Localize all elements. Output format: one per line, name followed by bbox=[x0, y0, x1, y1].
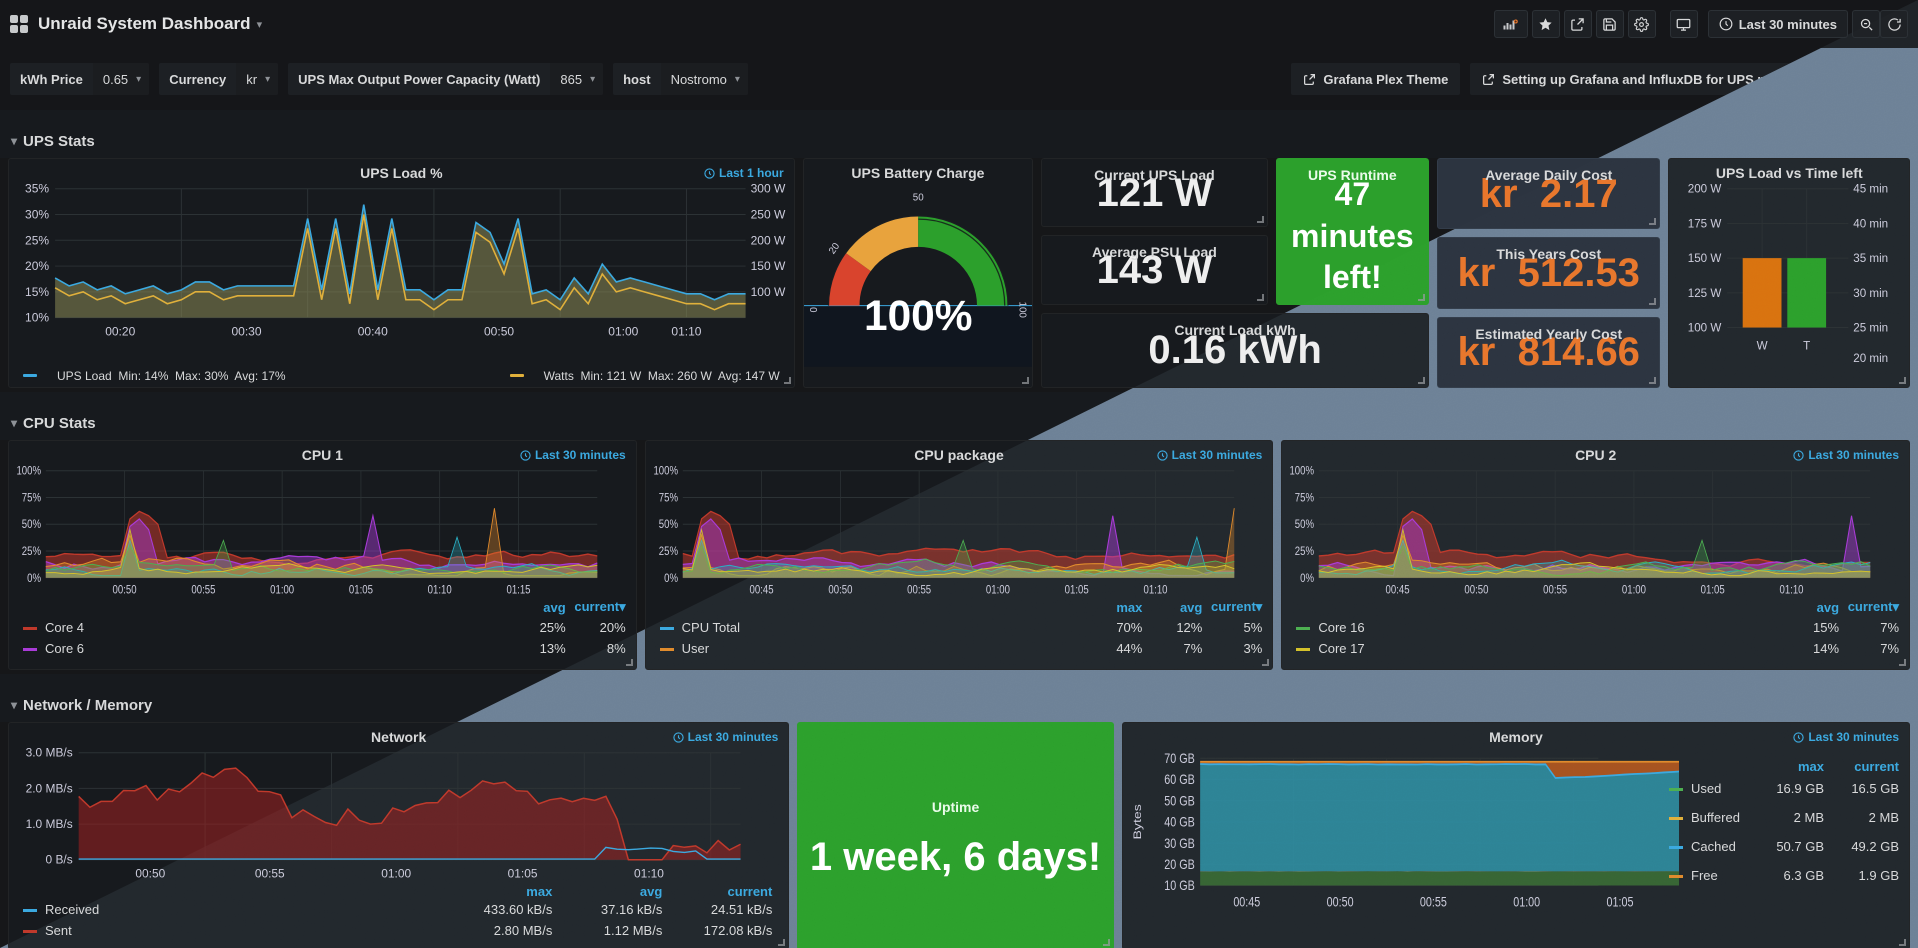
svg-text:200 W: 200 W bbox=[751, 233, 786, 247]
svg-text:50%: 50% bbox=[22, 518, 42, 531]
svg-text:01:00: 01:00 bbox=[608, 325, 638, 339]
svg-text:35%: 35% bbox=[25, 182, 49, 196]
svg-text:00:20: 00:20 bbox=[105, 325, 135, 339]
svg-text:0%: 0% bbox=[27, 572, 41, 585]
svg-text:01:10: 01:10 bbox=[671, 325, 701, 339]
svg-text:00:55: 00:55 bbox=[1420, 894, 1447, 910]
svg-text:10 GB: 10 GB bbox=[1164, 878, 1194, 894]
svg-text:00:45: 00:45 bbox=[1386, 584, 1410, 597]
svg-text:0%: 0% bbox=[1300, 572, 1314, 585]
svg-text:W: W bbox=[1757, 339, 1769, 352]
svg-text:200 W: 200 W bbox=[1688, 183, 1722, 196]
svg-text:00:50: 00:50 bbox=[113, 584, 137, 597]
svg-text:100 W: 100 W bbox=[1688, 321, 1722, 334]
svg-text:01:00: 01:00 bbox=[381, 867, 411, 881]
svg-text:25%: 25% bbox=[22, 545, 42, 558]
svg-text:25%: 25% bbox=[658, 545, 678, 558]
svg-text:125 W: 125 W bbox=[1688, 287, 1722, 300]
svg-text:01:15: 01:15 bbox=[506, 584, 530, 597]
svg-text:3.0 MB/s: 3.0 MB/s bbox=[26, 746, 73, 760]
svg-text:70 GB: 70 GB bbox=[1164, 751, 1194, 767]
svg-text:50: 50 bbox=[912, 192, 923, 203]
svg-text:15%: 15% bbox=[25, 285, 49, 299]
svg-text:20 min: 20 min bbox=[1854, 352, 1889, 365]
svg-text:75%: 75% bbox=[1295, 492, 1315, 505]
svg-text:10%: 10% bbox=[25, 311, 49, 325]
svg-text:T: T bbox=[1804, 339, 1811, 352]
svg-text:60 GB: 60 GB bbox=[1164, 772, 1194, 788]
svg-text:0 B/s: 0 B/s bbox=[46, 853, 73, 867]
svg-text:01:00: 01:00 bbox=[270, 584, 294, 597]
svg-text:75%: 75% bbox=[658, 492, 678, 505]
svg-text:40 min: 40 min bbox=[1854, 217, 1889, 230]
svg-text:01:05: 01:05 bbox=[1701, 584, 1725, 597]
svg-text:250 W: 250 W bbox=[751, 208, 786, 222]
svg-text:01:00: 01:00 bbox=[1622, 584, 1646, 597]
svg-text:00:50: 00:50 bbox=[1326, 894, 1353, 910]
svg-text:35 min: 35 min bbox=[1854, 252, 1889, 265]
svg-text:20 GB: 20 GB bbox=[1164, 857, 1194, 873]
svg-text:50 GB: 50 GB bbox=[1164, 793, 1194, 809]
svg-text:01:05: 01:05 bbox=[1064, 584, 1088, 597]
svg-text:01:05: 01:05 bbox=[1606, 894, 1633, 910]
svg-text:50%: 50% bbox=[1295, 518, 1315, 531]
svg-text:00:50: 00:50 bbox=[1465, 584, 1489, 597]
svg-text:01:05: 01:05 bbox=[349, 584, 373, 597]
svg-text:50%: 50% bbox=[658, 518, 678, 531]
svg-text:Bytes: Bytes bbox=[1131, 804, 1143, 839]
svg-text:00:50: 00:50 bbox=[135, 867, 165, 881]
svg-text:100%: 100% bbox=[1290, 465, 1315, 478]
svg-text:00:55: 00:55 bbox=[255, 867, 285, 881]
svg-text:150 W: 150 W bbox=[1688, 252, 1722, 265]
svg-text:100: 100 bbox=[1016, 302, 1027, 319]
svg-text:150 W: 150 W bbox=[751, 259, 786, 273]
svg-text:30%: 30% bbox=[25, 208, 49, 222]
svg-text:25 min: 25 min bbox=[1854, 321, 1889, 334]
svg-text:30 GB: 30 GB bbox=[1164, 835, 1194, 851]
svg-text:00:45: 00:45 bbox=[1233, 894, 1260, 910]
svg-text:75%: 75% bbox=[22, 492, 42, 505]
svg-text:100%: 100% bbox=[653, 465, 678, 478]
svg-text:100%: 100% bbox=[864, 292, 973, 339]
svg-text:00:40: 00:40 bbox=[358, 325, 388, 339]
svg-text:40 GB: 40 GB bbox=[1164, 814, 1194, 830]
svg-text:01:05: 01:05 bbox=[508, 867, 538, 881]
svg-text:00:55: 00:55 bbox=[191, 584, 215, 597]
svg-text:00:50: 00:50 bbox=[828, 584, 852, 597]
svg-text:0%: 0% bbox=[664, 572, 678, 585]
svg-text:300 W: 300 W bbox=[751, 182, 786, 196]
svg-text:45 min: 45 min bbox=[1854, 183, 1889, 196]
svg-text:01:00: 01:00 bbox=[1513, 894, 1540, 910]
svg-text:00:30: 00:30 bbox=[231, 325, 261, 339]
svg-text:20%: 20% bbox=[25, 259, 49, 273]
svg-text:0: 0 bbox=[809, 306, 820, 312]
svg-text:175 W: 175 W bbox=[1688, 217, 1722, 230]
svg-text:01:10: 01:10 bbox=[1780, 584, 1804, 597]
svg-text:100 W: 100 W bbox=[751, 285, 786, 299]
svg-text:1.0 MB/s: 1.0 MB/s bbox=[26, 817, 73, 831]
svg-text:00:55: 00:55 bbox=[907, 584, 931, 597]
svg-text:25%: 25% bbox=[25, 233, 49, 247]
svg-text:00:55: 00:55 bbox=[1543, 584, 1567, 597]
svg-text:01:10: 01:10 bbox=[428, 584, 452, 597]
svg-text:00:50: 00:50 bbox=[484, 325, 514, 339]
svg-text:100%: 100% bbox=[16, 465, 41, 478]
svg-text:01:00: 01:00 bbox=[986, 584, 1010, 597]
svg-text:01:10: 01:10 bbox=[1143, 584, 1167, 597]
svg-text:00:45: 00:45 bbox=[749, 584, 773, 597]
svg-text:30 min: 30 min bbox=[1854, 287, 1889, 300]
svg-text:01:10: 01:10 bbox=[634, 867, 664, 881]
svg-text:25%: 25% bbox=[1295, 545, 1315, 558]
svg-text:2.0 MB/s: 2.0 MB/s bbox=[26, 781, 73, 795]
svg-text:20: 20 bbox=[827, 241, 843, 257]
